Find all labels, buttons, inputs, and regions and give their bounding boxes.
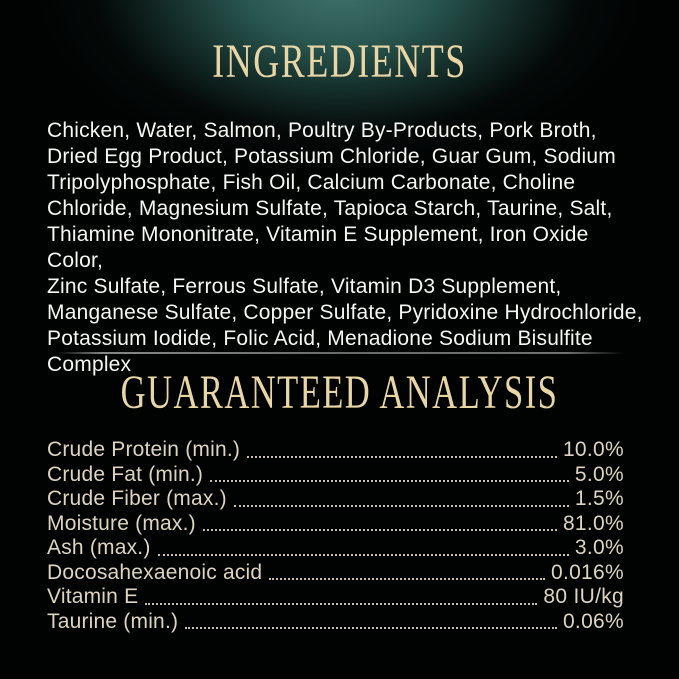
ingredients-line: Zinc Sulfate, Ferrous Sulfate, Vitamin D… <box>47 275 562 298</box>
analysis-row: Vitamin E 80 IU/kg <box>47 585 624 610</box>
ingredients-line: Chloride, Magnesium Sulfate, Tapioca Sta… <box>47 197 613 220</box>
analysis-value: 0.016% <box>550 560 624 584</box>
analysis-label: Ash (max.) <box>47 536 151 559</box>
section-divider <box>57 352 624 354</box>
dot-leader <box>185 627 557 629</box>
analysis-label: Crude Fat (min.) <box>47 462 204 486</box>
dot-leader <box>157 553 569 556</box>
analysis-value: 1.5% <box>574 487 624 510</box>
analysis-label: Crude Fiber (max.) <box>47 487 227 510</box>
analysis-row: Moisture (max.) 81.0% <box>47 512 624 537</box>
dot-leader <box>210 480 569 482</box>
dot-leader <box>145 602 538 605</box>
analysis-label: Crude Protein (min.) <box>47 438 241 461</box>
ingredients-text: Chicken, Water, Salmon, Poultry By-Produ… <box>47 118 647 378</box>
guaranteed-analysis-table: Crude Protein (min.) 10.0% Crude Fat (mi… <box>47 438 624 634</box>
dot-leader <box>247 455 557 458</box>
ingredients-line: Dried Egg Product, Potassium Chloride, G… <box>47 145 616 168</box>
analysis-row: Crude Fiber (max.) 1.5% <box>47 487 624 512</box>
analysis-label: Moisture (max.) <box>47 511 196 535</box>
ingredients-line: Tripolyphosphate, Fish Oil, Calcium Carb… <box>47 171 576 194</box>
analysis-label: Vitamin E <box>47 585 139 608</box>
analysis-row: Crude Protein (min.) 10.0% <box>47 438 624 463</box>
analysis-value: 80 IU/kg <box>543 585 624 608</box>
analysis-row: Docosahexaenoic acid 0.016% <box>47 561 624 586</box>
dot-leader <box>233 504 569 507</box>
analysis-row: Taurine (min.) 0.06% <box>47 610 624 635</box>
ingredients-line: Chicken, Water, Salmon, Poultry By-Produ… <box>47 119 597 142</box>
analysis-value: 10.0% <box>562 438 624 461</box>
ingredients-title: INGREDIENTS <box>212 35 467 88</box>
analysis-label: Docosahexaenoic acid <box>47 560 263 584</box>
analysis-row: Ash (max.) 3.0% <box>47 536 624 561</box>
analysis-value: 81.0% <box>562 511 624 535</box>
analysis-value: 3.0% <box>574 536 624 559</box>
analysis-value: 0.06% <box>562 609 624 633</box>
ingredients-line: Thiamine Mononitrate, Vitamin E Suppleme… <box>47 223 589 272</box>
analysis-value: 5.0% <box>574 462 624 486</box>
analysis-label: Taurine (min.) <box>47 609 179 633</box>
ingredients-line: Complex <box>47 353 132 376</box>
dot-leader <box>202 529 557 531</box>
dot-leader <box>269 578 545 580</box>
ingredients-line: Potassium Iodide, Folic Acid, Menadione … <box>47 327 593 350</box>
ingredients-line: Manganese Sulfate, Copper Sulfate, Pyrid… <box>47 301 643 324</box>
guaranteed-analysis-title: GUARANTEED ANALYSIS <box>120 366 559 419</box>
analysis-row: Crude Fat (min.) 5.0% <box>47 463 624 488</box>
